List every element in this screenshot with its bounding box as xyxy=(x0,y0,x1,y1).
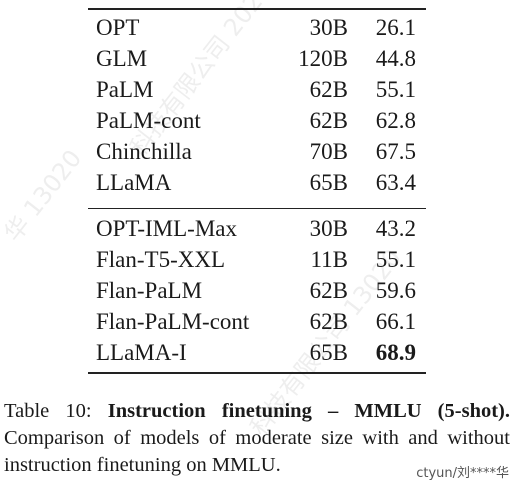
model-cell: PaLM xyxy=(96,77,154,102)
table-top-rule xyxy=(88,8,426,10)
table-row: Flan-PaLM-cont 62B 66.1 xyxy=(88,306,426,337)
table-row: Flan-PaLM 62B 59.6 xyxy=(88,275,426,306)
model-cell: LLaMA xyxy=(96,170,172,195)
size-cell: 11B xyxy=(310,247,349,272)
caption-title: Instruction finetuning – MMLU (5-shot). xyxy=(107,400,510,422)
footer-watermark: ctyun/刘****华 xyxy=(416,466,509,481)
score-cell: 62.8 xyxy=(375,108,416,133)
score-cell: 66.1 xyxy=(375,309,416,334)
results-table: OPT 30B 26.1 GLM 120B 44.8 PaLM 62B 55.1 PaLM-con… xyxy=(88,8,426,374)
table-row: LLaMA-I 65B 68.9 xyxy=(88,337,426,368)
table-row: PaLM-cont 62B 62.8 xyxy=(88,105,426,136)
model-cell: Flan-PaLM xyxy=(96,278,203,303)
model-cell: Flan-T5-XXL xyxy=(96,247,226,272)
model-cell: OPT-IML-Max xyxy=(96,216,237,241)
score-cell: 55.1 xyxy=(375,77,416,102)
model-cell: Chinchilla xyxy=(96,139,192,164)
table-bottom-rule xyxy=(88,372,426,374)
table-row: OPT-IML-Max 30B 43.2 xyxy=(88,213,426,244)
size-cell: 120B xyxy=(298,46,348,71)
score-cell: 59.6 xyxy=(375,278,416,303)
score-cell: 67.5 xyxy=(375,139,416,164)
table-group-baseline: OPT 30B 26.1 GLM 120B 44.8 PaLM 62B 55.1 PaLM-con… xyxy=(88,12,426,198)
caption-label: Table 10: xyxy=(4,400,92,422)
score-cell: 55.1 xyxy=(375,247,416,272)
size-cell: 62B xyxy=(309,108,348,133)
table-row: PaLM 62B 55.1 xyxy=(88,74,426,105)
size-cell: 62B xyxy=(309,77,348,102)
table-row: Chinchilla 70B 67.5 xyxy=(88,136,426,167)
table-mid-rule xyxy=(88,208,426,209)
size-cell: 65B xyxy=(309,170,348,195)
score-cell: 26.1 xyxy=(375,15,416,40)
table-caption: Table 10: Instruction finetuning – MMLU … xyxy=(4,398,510,479)
table-row: GLM 120B 44.8 xyxy=(88,43,426,74)
score-cell: 44.8 xyxy=(375,46,416,71)
model-cell: PaLM-cont xyxy=(96,108,201,133)
score-cell: 68.9 xyxy=(375,340,416,365)
model-cell: OPT xyxy=(96,15,140,40)
score-cell: 63.4 xyxy=(375,170,416,195)
size-cell: 30B xyxy=(309,15,348,40)
model-cell: GLM xyxy=(96,46,148,71)
watermark-line-2: 华 13020 xyxy=(0,144,88,247)
table-row: OPT 30B 26.1 xyxy=(88,12,426,43)
score-cell: 43.2 xyxy=(375,216,416,241)
model-cell: LLaMA-I xyxy=(96,340,187,365)
size-cell: 30B xyxy=(309,216,348,241)
size-cell: 62B xyxy=(309,278,348,303)
table-row: Flan-T5-XXL 11B 55.1 xyxy=(88,244,426,275)
size-cell: 62B xyxy=(309,309,348,334)
size-cell: 65B xyxy=(309,340,348,365)
table-row: LLaMA 65B 63.4 xyxy=(88,167,426,198)
model-cell: Flan-PaLM-cont xyxy=(96,309,250,334)
table-group-instruction: OPT-IML-Max 30B 43.2 Flan-T5-XXL 11B 55.1 Flan… xyxy=(88,213,426,368)
caption-text: Comparison of models of moderate size wi… xyxy=(4,427,510,476)
size-cell: 70B xyxy=(309,139,348,164)
